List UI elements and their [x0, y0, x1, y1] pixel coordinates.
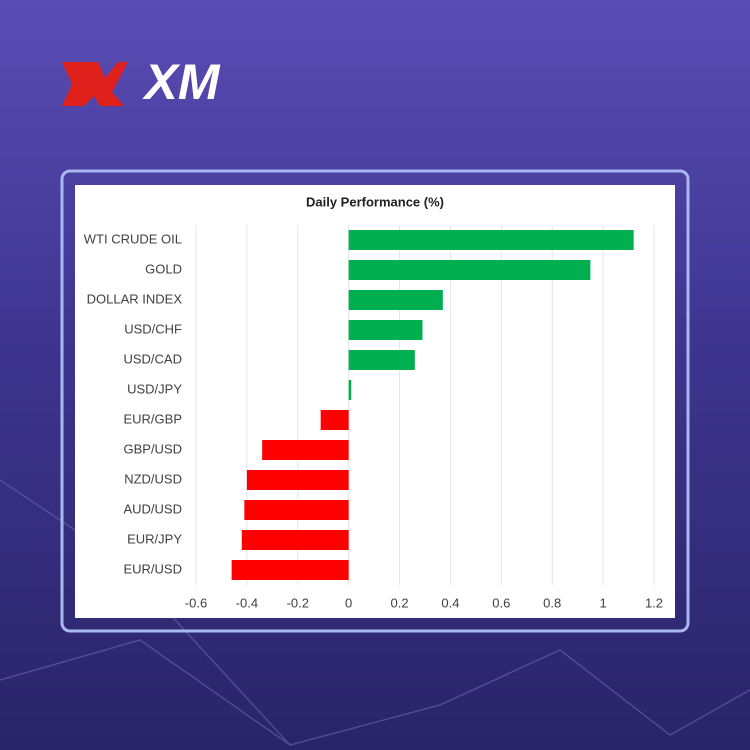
x-tick-label: 0.2	[391, 595, 409, 610]
y-tick-label: EUR/GBP	[123, 411, 182, 426]
x-tick-label: 0.8	[543, 595, 561, 610]
bar	[231, 560, 349, 580]
chart-area	[75, 185, 675, 618]
y-tick-label: EUR/USD	[123, 561, 182, 576]
y-tick-label: GBP/USD	[123, 441, 182, 456]
bar	[262, 440, 349, 460]
x-tick-label: -0.6	[185, 595, 207, 610]
bar	[320, 410, 349, 430]
y-tick-label: EUR/JPY	[127, 531, 182, 546]
y-tick-label: GOLD	[145, 261, 182, 276]
bar	[348, 380, 352, 400]
y-tick-label: NZD/USD	[124, 471, 182, 486]
y-tick-label: USD/CHF	[124, 321, 182, 336]
y-tick-label: DOLLAR INDEX	[87, 291, 183, 306]
bar	[246, 470, 349, 490]
logo-text: XM	[142, 54, 221, 110]
x-tick-label: -0.2	[287, 595, 309, 610]
x-tick-label: 0	[345, 595, 352, 610]
chart-title: Daily Performance (%)	[306, 194, 444, 209]
frame	[60, 169, 690, 633]
y-tick-label: WTI CRUDE OIL	[84, 231, 182, 246]
y-tick-label: USD/JPY	[127, 381, 182, 396]
bar	[241, 530, 349, 550]
bar	[348, 260, 591, 280]
bar	[348, 290, 443, 310]
x-tick-label: -0.4	[236, 595, 258, 610]
bar	[348, 230, 634, 250]
x-tick-label: 1.2	[645, 595, 663, 610]
bar	[244, 500, 349, 520]
x-tick-label: 1	[599, 595, 606, 610]
x-tick-label: 0.6	[492, 595, 510, 610]
logo-mark	[62, 62, 128, 106]
y-tick-label: AUD/USD	[123, 501, 182, 516]
bar	[348, 320, 423, 340]
y-tick-label: USD/CAD	[123, 351, 182, 366]
bar	[348, 350, 415, 370]
x-tick-label: 0.4	[441, 595, 459, 610]
